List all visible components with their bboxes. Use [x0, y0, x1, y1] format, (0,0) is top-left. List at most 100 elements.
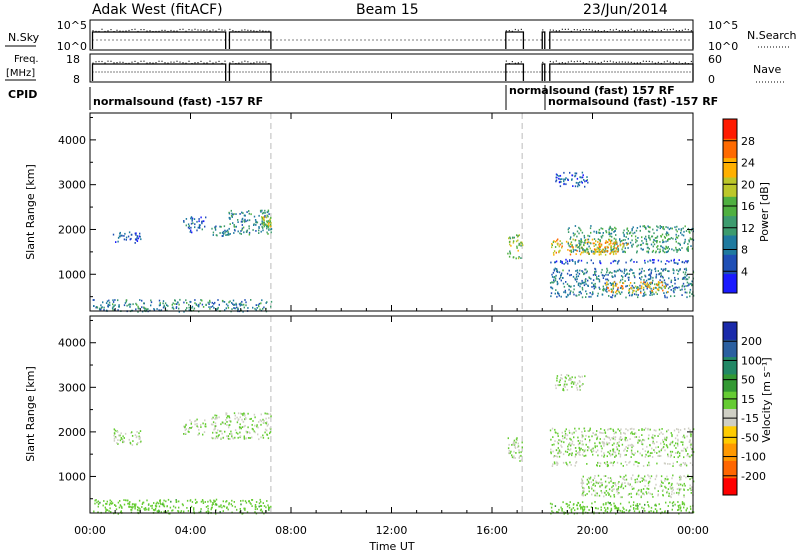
- echo-cell: [551, 276, 554, 278]
- echo-cell: [604, 249, 606, 252]
- echo-cell: [597, 278, 599, 280]
- echo-cell: [575, 462, 577, 464]
- echo-cell: [193, 218, 196, 220]
- echo-cell: [622, 242, 624, 245]
- echo-cell: [558, 450, 561, 453]
- echo-cell: [268, 506, 270, 508]
- echo-cell: [558, 271, 561, 274]
- echo-cell: [165, 500, 167, 503]
- echo-cell: [215, 502, 217, 505]
- echo-cell: [508, 241, 511, 243]
- echo-cell: [581, 436, 583, 439]
- echo-cell: [644, 503, 646, 506]
- echo-cell: [689, 484, 691, 487]
- echo-cell: [643, 428, 645, 431]
- echo-cell: [637, 505, 639, 507]
- freq-series-point: [250, 62, 252, 64]
- echo-cell: [597, 238, 600, 241]
- echo-cell: [137, 305, 139, 308]
- echo-cell: [630, 492, 632, 495]
- echo-cell: [165, 511, 168, 514]
- echo-cell: [268, 507, 271, 509]
- echo-cell: [688, 282, 690, 285]
- echo-cell: [612, 260, 614, 263]
- echo-cell: [183, 310, 185, 313]
- echo-cell: [689, 288, 692, 291]
- echo-cell: [264, 216, 266, 218]
- echo-cell: [631, 293, 633, 296]
- echo-cell: [665, 226, 667, 228]
- echo-cell: [262, 418, 264, 421]
- echo-cell: [228, 426, 230, 429]
- echo-cell: [639, 225, 641, 228]
- echo-cell: [676, 461, 678, 463]
- echo-cell: [207, 505, 209, 507]
- echo-cell: [569, 377, 571, 380]
- echo-cell: [688, 231, 690, 233]
- echo-cell: [603, 442, 606, 445]
- echo-cell: [194, 226, 196, 229]
- echo-cell: [258, 232, 260, 234]
- echo-cell: [190, 427, 192, 429]
- echo-cell: [569, 253, 572, 256]
- echo-cell: [605, 249, 607, 252]
- echo-cell: [582, 251, 584, 254]
- echo-cell: [263, 217, 265, 220]
- nsky-series-point: [549, 29, 551, 31]
- nsky-series-point: [558, 30, 560, 32]
- echo-cell: [252, 229, 254, 231]
- echo-cell: [558, 250, 560, 253]
- echo-cell: [174, 299, 176, 302]
- echo-cell: [678, 431, 680, 434]
- echo-cell: [660, 455, 662, 457]
- echo-cell: [183, 510, 185, 513]
- colorbar-swatch: [723, 373, 737, 392]
- echo-cell: [624, 275, 627, 277]
- echo-cell: [508, 452, 510, 455]
- freq-series-point: [639, 62, 641, 64]
- nsky-series-point: [128, 29, 130, 32]
- echo-cell: [684, 484, 686, 487]
- echo-cell: [608, 233, 610, 236]
- echo-cell: [571, 442, 573, 445]
- echo-cell: [581, 440, 583, 443]
- nsky-series-point: [98, 30, 100, 33]
- echo-cell: [650, 475, 653, 478]
- echo-cell: [652, 261, 654, 264]
- echo-cell: [674, 503, 676, 506]
- echo-cell: [676, 236, 679, 239]
- echo-cell: [550, 451, 552, 454]
- echo-cell: [679, 478, 681, 481]
- echo-cell: [691, 486, 693, 489]
- echo-cell: [685, 260, 687, 263]
- echo-cell: [555, 179, 558, 182]
- colorbar-swatch: [723, 138, 737, 159]
- echo-cell: [191, 501, 194, 503]
- echo-cell: [640, 247, 642, 250]
- echo-cell: [520, 257, 522, 259]
- echo-cell: [266, 231, 268, 234]
- nsky-series-point: [630, 28, 632, 30]
- echo-cell: [597, 474, 600, 477]
- echo-cell: [246, 432, 248, 435]
- freq-series-point: [212, 62, 214, 64]
- echo-cell: [230, 214, 233, 217]
- echo-cell: [556, 377, 558, 380]
- echo-cell: [577, 507, 579, 510]
- echo-cell: [267, 413, 269, 415]
- echo-cell: [567, 231, 570, 233]
- echo-cell: [579, 454, 581, 456]
- echo-cell: [120, 432, 122, 435]
- echo-cell: [622, 276, 624, 278]
- echo-cell: [625, 428, 627, 430]
- echo-cell: [575, 253, 577, 255]
- echo-cell: [569, 291, 571, 294]
- echo-cell: [611, 250, 614, 253]
- echo-cell: [129, 442, 132, 445]
- echo-cell: [651, 447, 653, 450]
- echo-cell: [683, 502, 685, 505]
- echo-region: [549, 501, 695, 515]
- echo-cell: [637, 508, 639, 510]
- echo-cell: [678, 512, 680, 515]
